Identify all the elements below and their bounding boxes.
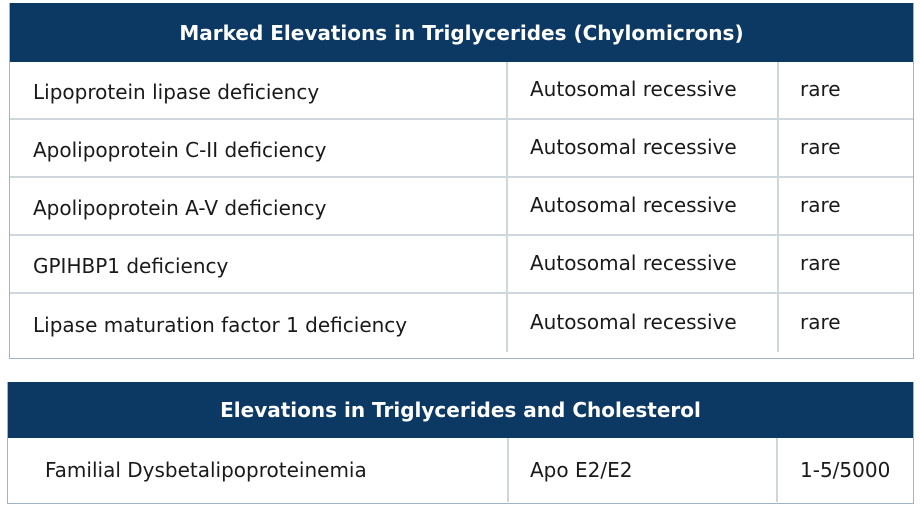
table-body: Familial Dysbetalipoproteinemia Apo E2/E… [8,438,913,502]
condition-cell: Lipase maturation factor 1 deficiency [33,313,408,337]
table-row: Lipase maturation factor 1 deficiency Au… [10,294,913,352]
prevalence-cell: 1-5/5000 [776,438,913,502]
inheritance-cell: Autosomal recessive [506,294,777,352]
table-row: GPIHBP1 deficiency Autosomal recessive r… [10,236,913,294]
inheritance-cell: Autosomal recessive [506,178,777,234]
inheritance-cell: Autosomal recessive [506,62,777,118]
condition-cell: Apolipoprotein A-V deficiency [33,196,327,220]
inheritance-cell: Apo E2/E2 [507,438,776,502]
table-row: Familial Dysbetalipoproteinemia Apo E2/E… [8,438,913,502]
table-title: Marked Elevations in Triglycerides (Chyl… [10,3,913,62]
inheritance-cell: Autosomal recessive [506,236,777,292]
condition-cell: GPIHBP1 deficiency [33,254,229,278]
chylomicron-disorders-table: Marked Elevations in Triglycerides (Chyl… [9,3,914,359]
triglyceride-cholesterol-disorders-table: Elevations in Triglycerides and Choleste… [7,382,914,504]
inheritance-cell: Autosomal recessive [506,120,777,176]
prevalence-cell: rare [777,294,913,352]
condition-cell: Familial Dysbetalipoproteinemia [45,458,367,482]
table-body: Lipoprotein lipase deficiency Autosomal … [10,62,913,352]
condition-cell: Lipoprotein lipase deficiency [33,80,320,104]
table-title: Elevations in Triglycerides and Choleste… [8,382,913,438]
prevalence-cell: rare [777,178,913,234]
table-row: Apolipoprotein A-V deficiency Autosomal … [10,178,913,236]
condition-cell: Apolipoprotein C-II deficiency [33,138,327,162]
table-row: Lipoprotein lipase deficiency Autosomal … [10,62,913,120]
table-row: Apolipoprotein C-II deficiency Autosomal… [10,120,913,178]
prevalence-cell: rare [777,236,913,292]
prevalence-cell: rare [777,120,913,176]
prevalence-cell: rare [777,62,913,118]
